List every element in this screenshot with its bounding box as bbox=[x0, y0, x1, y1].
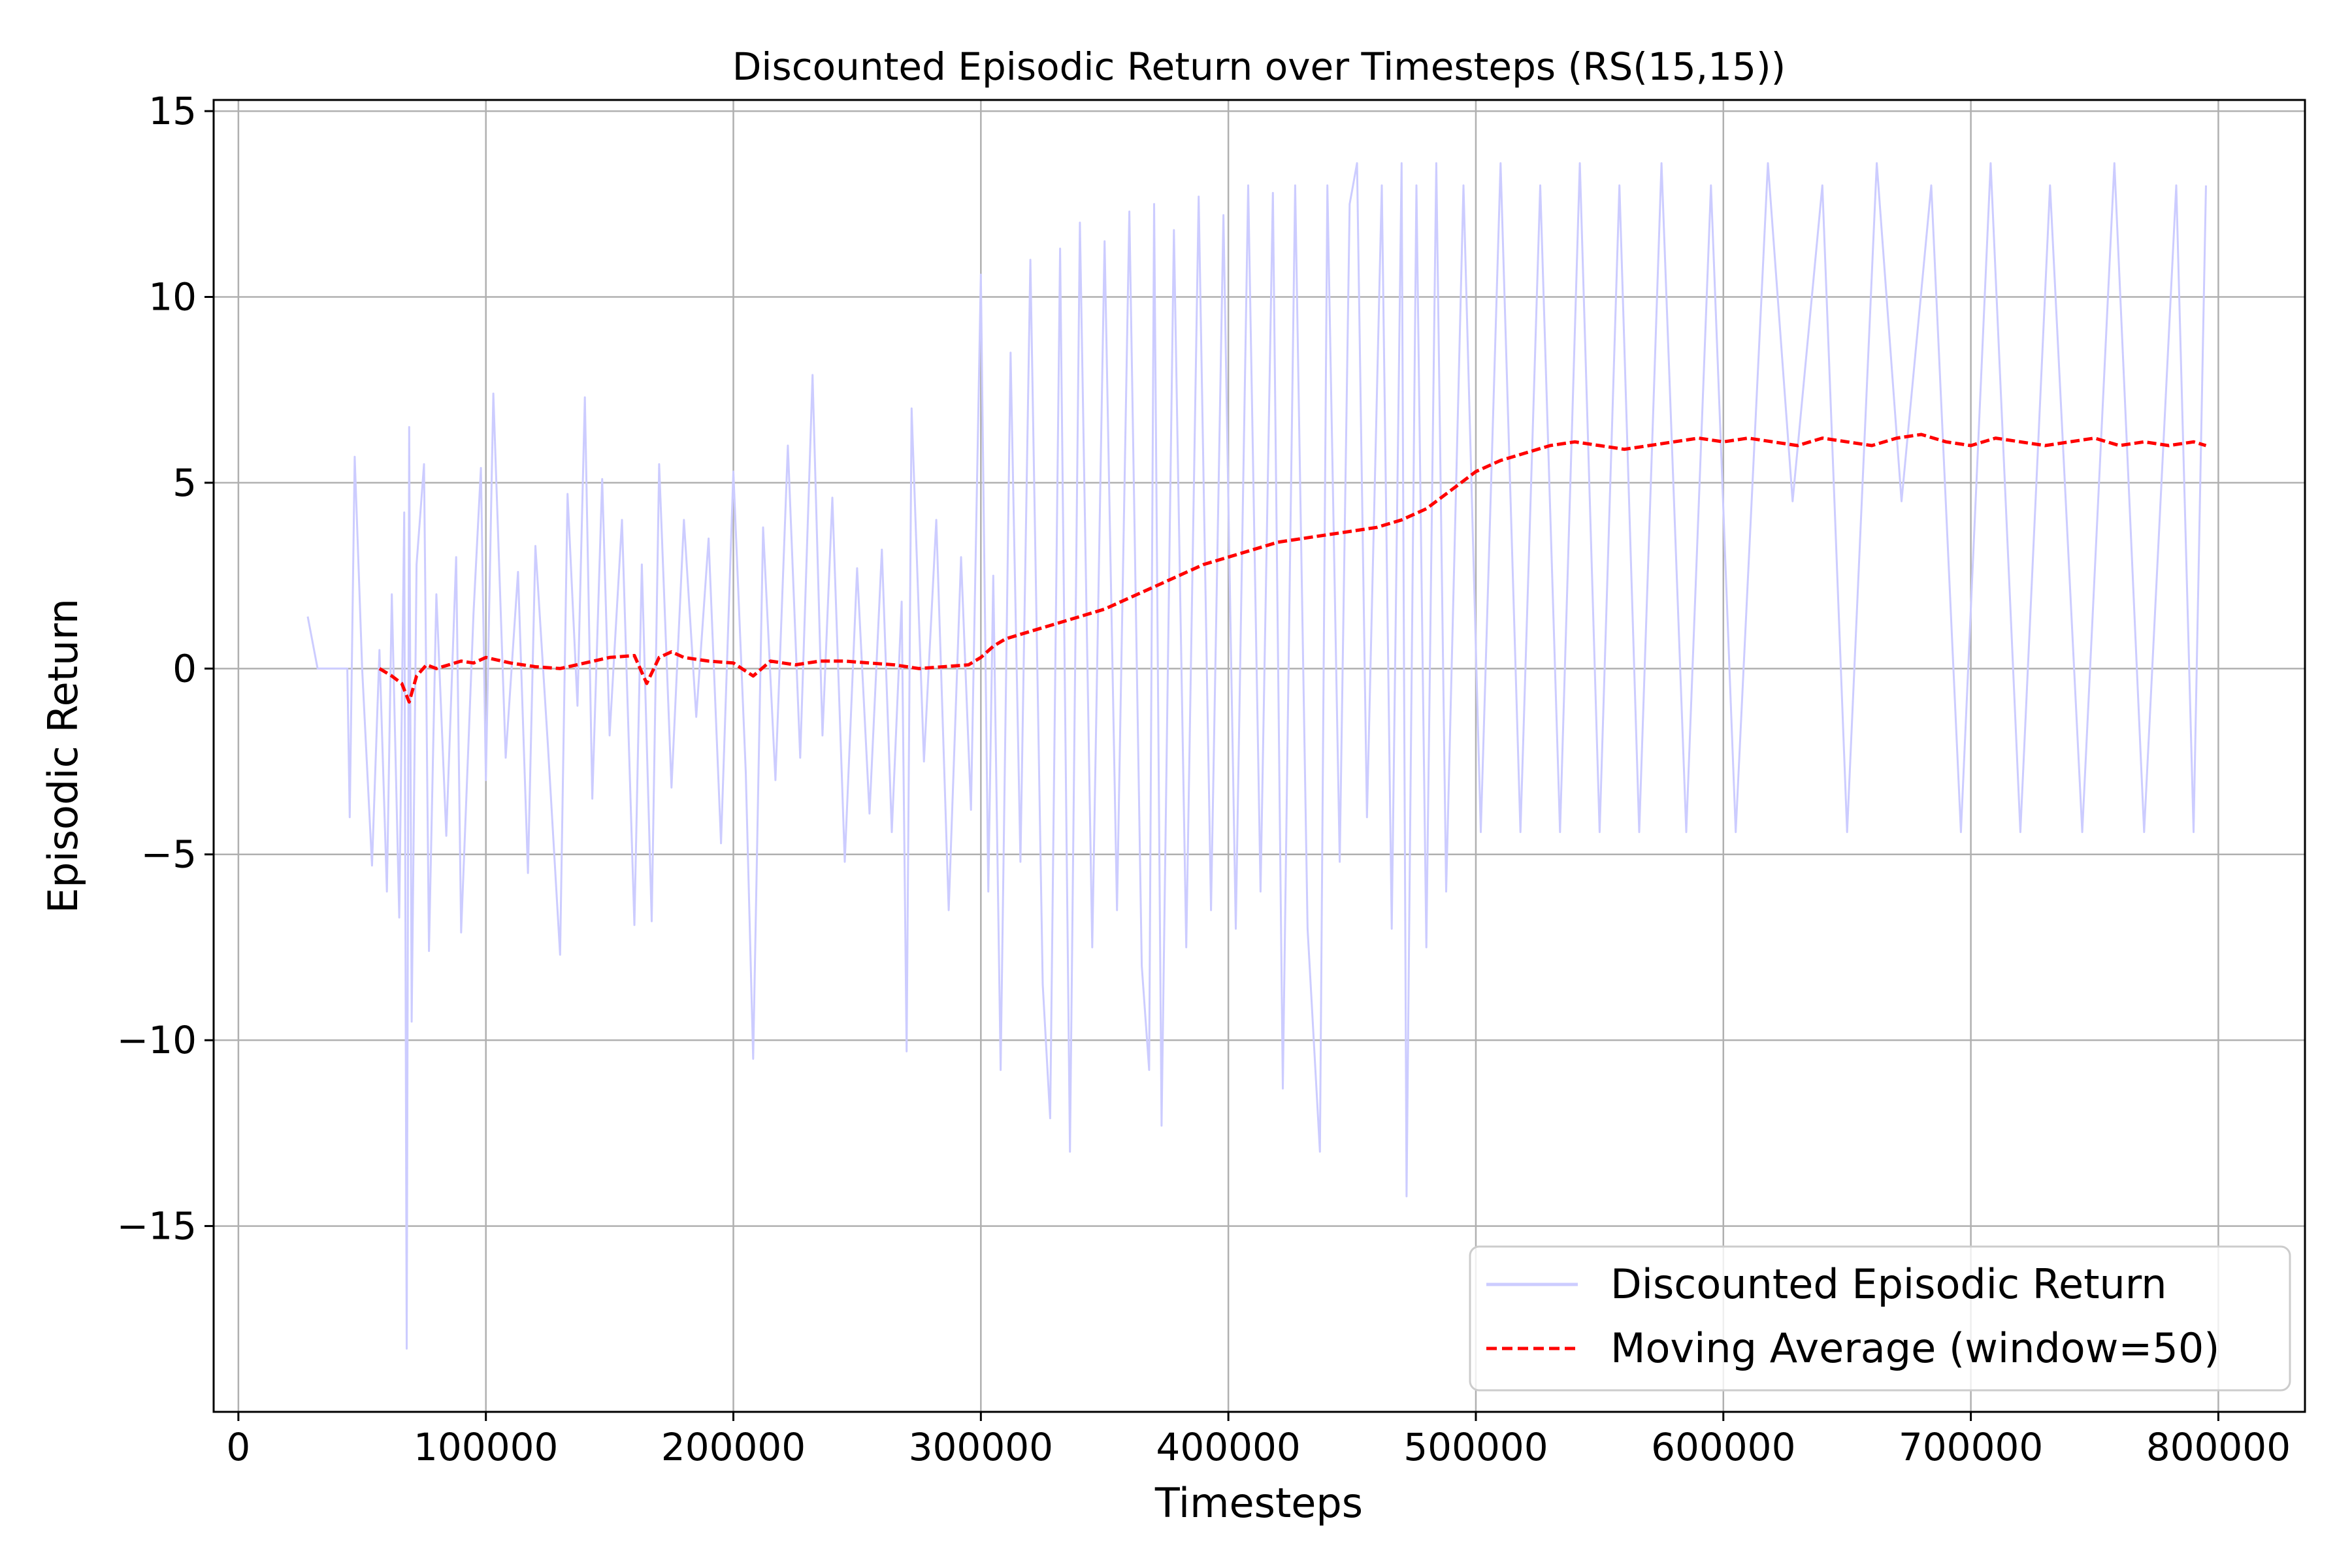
y-tick-label: −10 bbox=[117, 1018, 197, 1062]
legend: Discounted Episodic Return Moving Averag… bbox=[1469, 1245, 2291, 1392]
x-tick-label: 600000 bbox=[1651, 1425, 1795, 1469]
y-tick-label: 10 bbox=[148, 274, 197, 319]
legend-label-moving-average: Moving Average (window=50) bbox=[1610, 1324, 2219, 1372]
y-tick-label: −15 bbox=[117, 1204, 197, 1249]
x-tick-label: 500000 bbox=[1403, 1425, 1548, 1469]
x-tick-label: 400000 bbox=[1156, 1425, 1300, 1469]
x-tick-label: 300000 bbox=[909, 1425, 1053, 1469]
plot-frame bbox=[212, 99, 2306, 1413]
x-tick-label: 800000 bbox=[2146, 1425, 2291, 1469]
series-layer bbox=[306, 162, 2207, 1350]
x-tick-label: 0 bbox=[226, 1425, 250, 1469]
x-tick-label: 100000 bbox=[414, 1425, 558, 1469]
y-tick-label: 0 bbox=[172, 646, 197, 691]
x-tick-label: 700000 bbox=[1899, 1425, 2043, 1469]
y-tick-label: −5 bbox=[141, 832, 197, 877]
ticks: 0 100000 200000 300000 400000 500000 600000 700… bbox=[117, 89, 2291, 1469]
series-line-discounted-episodic-return bbox=[306, 162, 2207, 1350]
series-line-moving-average bbox=[378, 433, 2207, 704]
legend-label-raw: Discounted Episodic Return bbox=[1610, 1260, 2167, 1308]
legend-box bbox=[1469, 1245, 2291, 1392]
x-axis-label: Timesteps bbox=[1154, 1479, 1363, 1527]
x-tick-label: 200000 bbox=[661, 1425, 806, 1469]
y-tick-label: 5 bbox=[172, 461, 197, 505]
y-axis-label: Episodic Return bbox=[39, 598, 87, 913]
y-tick-label: 15 bbox=[148, 89, 197, 133]
chart-title: Discounted Episodic Return over Timestep… bbox=[732, 44, 1786, 89]
